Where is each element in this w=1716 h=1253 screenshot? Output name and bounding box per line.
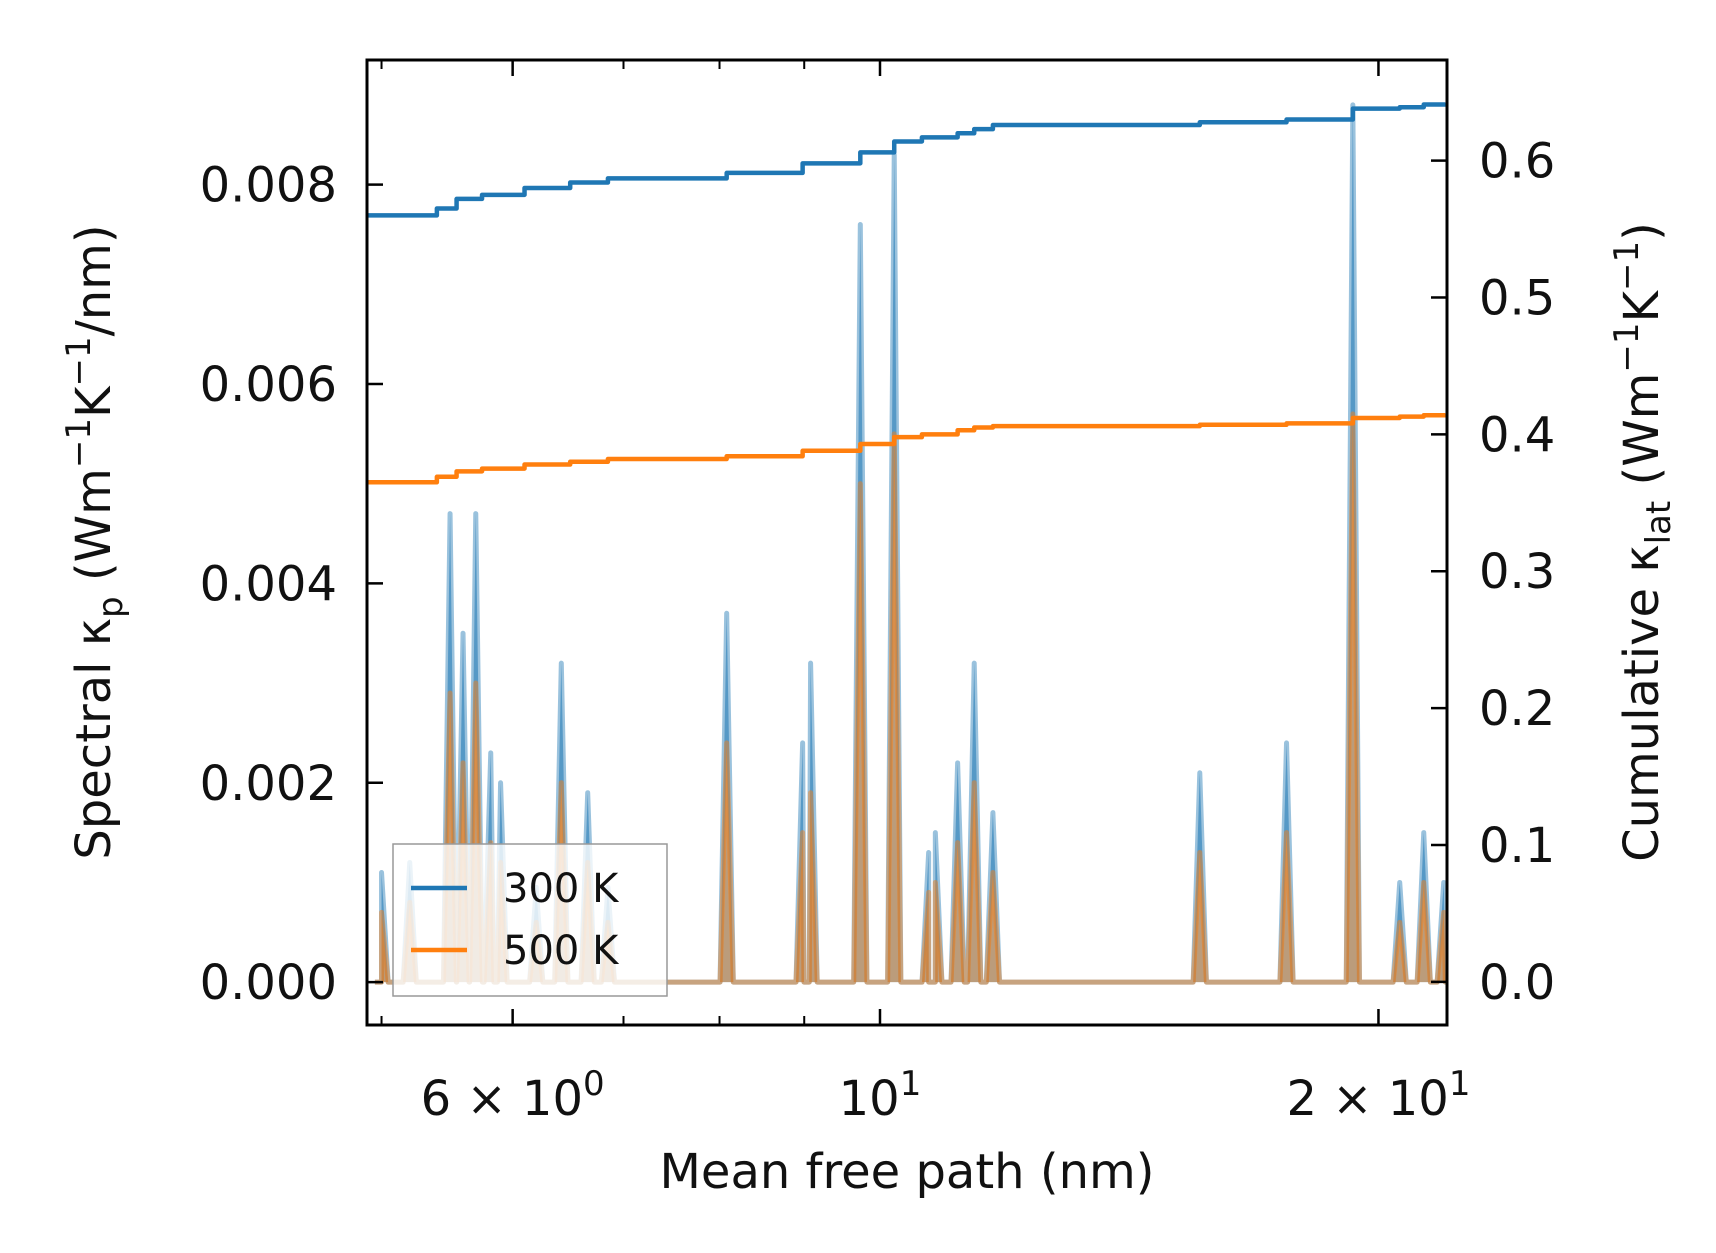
legend-label-500k: 500 K bbox=[503, 928, 620, 974]
spectral-line-300k bbox=[374, 102, 1447, 985]
x-tick-base-0: 10 bbox=[522, 1071, 583, 1127]
y2-tick-label-3: 0.3 bbox=[1479, 544, 1555, 600]
x-tick-base-1: 10 bbox=[839, 1071, 900, 1127]
cumulative-line-300k bbox=[367, 102, 1447, 218]
y2-axis-title-text: Cumulative κ bbox=[1614, 544, 1670, 862]
y-tick-label-3: 0.006 bbox=[200, 357, 337, 413]
x-tick-label-1: 101 bbox=[839, 1064, 922, 1127]
axes: 0.000 0.002 0.004 0.006 0.008 0.0 0.1 0.2 0.3 0.4… bbox=[59, 58, 1679, 1200]
legend-label-300k: 300 K bbox=[503, 866, 620, 912]
x-tick-mantissa-2: 2 bbox=[1286, 1071, 1332, 1127]
y-axis-title-subscript: p bbox=[91, 596, 131, 618]
x-tick-mantissa-0: 6 bbox=[421, 1071, 467, 1127]
y2-tick-label-2: 0.2 bbox=[1479, 681, 1555, 737]
x-tick-exponent-1: 1 bbox=[900, 1064, 922, 1104]
y-tick-label-0: 0.000 bbox=[200, 955, 337, 1011]
y2-axis-title-superscript-1: −1 bbox=[1607, 322, 1647, 372]
x-tick-base-2: 10 bbox=[1388, 1071, 1449, 1127]
plot-area bbox=[367, 102, 1447, 985]
y2-tick-label-1: 0.1 bbox=[1479, 818, 1555, 874]
legend: 300 K 500 K bbox=[392, 843, 668, 997]
y2-axis-title-units-end: ) bbox=[1614, 222, 1670, 241]
y-axis-title: Spectral κp (Wm−1K−1/nm) bbox=[59, 224, 131, 859]
y-axis-title-units: (Wm bbox=[66, 468, 122, 596]
y-tick-label-4: 0.008 bbox=[200, 158, 337, 214]
y2-axis-title-units-k: K bbox=[1614, 289, 1670, 322]
y2-axis-title-subscript: lat bbox=[1639, 501, 1679, 545]
y2-axis-title-superscript-2: −1 bbox=[1607, 241, 1647, 291]
plot-clip-group bbox=[367, 102, 1447, 985]
x-tick-exponent-2: 1 bbox=[1449, 1064, 1471, 1104]
x-tick-label-0: 6 × 100 bbox=[421, 1064, 605, 1127]
legend-box bbox=[392, 843, 668, 997]
y-axis-title-superscript-1: −1 bbox=[59, 418, 99, 468]
x-tick-times-2: × bbox=[1332, 1071, 1387, 1127]
x-tick-exponent-0: 0 bbox=[583, 1064, 605, 1104]
y-axis-title-superscript-2: −1 bbox=[59, 336, 99, 386]
y-axis-title-text: Spectral κ bbox=[66, 618, 122, 860]
y-axis-title-units-k: K bbox=[66, 385, 122, 418]
axes-frame bbox=[365, 58, 1449, 1027]
cumulative-line-500k bbox=[367, 412, 1447, 485]
spectral-line-500k bbox=[374, 411, 1447, 985]
y2-tick-label-5: 0.5 bbox=[1479, 270, 1555, 326]
y-tick-label-2: 0.004 bbox=[200, 556, 337, 612]
y2-tick-label-6: 0.6 bbox=[1479, 134, 1555, 190]
x-tick-times-0: × bbox=[466, 1071, 521, 1127]
x-axis-title: Mean free path (nm) bbox=[660, 1144, 1155, 1200]
x-tick-label-2: 2 × 101 bbox=[1286, 1064, 1470, 1127]
y2-tick-label-0: 0.0 bbox=[1479, 955, 1555, 1011]
y-tick-label-1: 0.002 bbox=[200, 756, 337, 812]
y2-tick-label-4: 0.4 bbox=[1479, 407, 1555, 463]
y2-axis-title-units: (Wm bbox=[1614, 373, 1670, 501]
y2-axis-title: Cumulative κlat (Wm−1K−1) bbox=[1607, 222, 1679, 862]
y-axis-title-units-end: /nm) bbox=[66, 224, 122, 336]
